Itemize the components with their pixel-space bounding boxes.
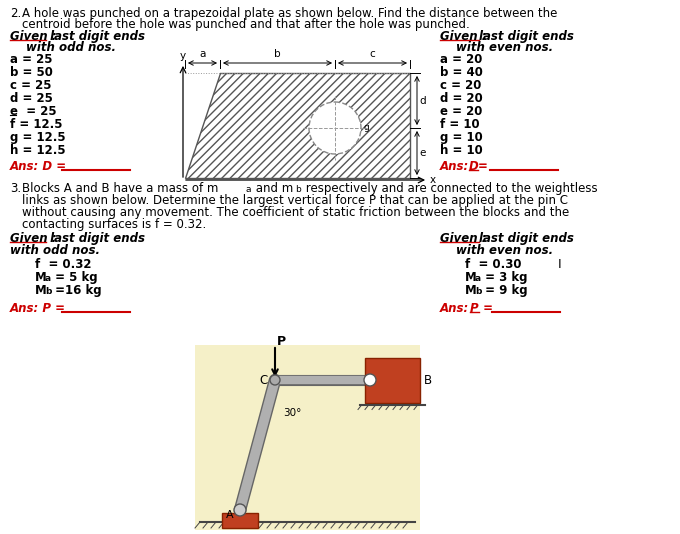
Text: c = 20: c = 20 bbox=[440, 79, 481, 92]
Text: 2.: 2. bbox=[10, 7, 21, 20]
Text: f = 10: f = 10 bbox=[440, 118, 479, 131]
Text: g = 10: g = 10 bbox=[440, 131, 483, 144]
Text: M: M bbox=[465, 271, 477, 284]
Text: b = 50: b = 50 bbox=[10, 66, 53, 79]
Text: D: D bbox=[469, 160, 479, 173]
Bar bbox=[222, 513, 258, 528]
Text: Given :: Given : bbox=[10, 30, 56, 43]
Text: Given :: Given : bbox=[440, 232, 491, 245]
Text: C: C bbox=[259, 373, 267, 387]
Text: centroid before the hole was punched and that after the hole was punched.: centroid before the hole was punched and… bbox=[22, 18, 470, 31]
Text: c = 25: c = 25 bbox=[10, 79, 52, 92]
Text: b: b bbox=[274, 49, 281, 59]
Text: M: M bbox=[465, 284, 477, 297]
Text: y: y bbox=[180, 51, 186, 61]
Text: a: a bbox=[199, 49, 205, 59]
Text: without causing any movement. The coefficient of static friction between the blo: without causing any movement. The coeffi… bbox=[22, 206, 569, 219]
Text: = 9 kg: = 9 kg bbox=[481, 284, 528, 297]
Text: P: P bbox=[277, 335, 286, 348]
Circle shape bbox=[309, 102, 361, 154]
Text: = 3 kg: = 3 kg bbox=[481, 271, 528, 284]
Text: with odd nos.: with odd nos. bbox=[10, 244, 100, 257]
Text: links as shown below. Determine the largest vertical force P that can be applied: links as shown below. Determine the larg… bbox=[22, 194, 568, 207]
Text: = 5 kg: = 5 kg bbox=[51, 271, 98, 284]
Text: e = 20: e = 20 bbox=[440, 105, 482, 118]
Text: I: I bbox=[558, 258, 562, 271]
Text: contacting surfaces is f = 0.32.: contacting surfaces is f = 0.32. bbox=[22, 218, 206, 231]
Circle shape bbox=[234, 504, 246, 516]
Text: =16 kg: =16 kg bbox=[51, 284, 101, 297]
Text: M: M bbox=[35, 271, 47, 284]
Text: last digit ends: last digit ends bbox=[46, 30, 145, 43]
Bar bbox=[195, 345, 420, 530]
Text: respectively and are connected to the weightless: respectively and are connected to the we… bbox=[303, 182, 598, 195]
Text: b = 40: b = 40 bbox=[440, 66, 483, 79]
Text: B: B bbox=[424, 373, 432, 387]
Bar bbox=[365, 357, 420, 403]
Text: A: A bbox=[226, 510, 234, 520]
Text: =: = bbox=[478, 160, 488, 173]
Text: with even nos.: with even nos. bbox=[456, 244, 553, 257]
Polygon shape bbox=[185, 73, 410, 178]
Text: last digit ends: last digit ends bbox=[479, 30, 574, 43]
Text: Ans: P =: Ans: P = bbox=[10, 302, 66, 315]
Text: with even nos.: with even nos. bbox=[456, 41, 553, 54]
Text: d = 20: d = 20 bbox=[440, 92, 483, 105]
Text: a: a bbox=[475, 274, 481, 283]
Text: c: c bbox=[370, 49, 375, 59]
Text: a = 25: a = 25 bbox=[10, 53, 52, 66]
Text: Ans:: Ans: bbox=[440, 160, 469, 173]
Text: g: g bbox=[363, 123, 369, 132]
Text: b: b bbox=[295, 185, 301, 194]
Text: last digit ends: last digit ends bbox=[479, 232, 574, 245]
Text: 30°: 30° bbox=[283, 408, 301, 418]
Circle shape bbox=[364, 374, 376, 386]
Text: Blocks A and B have a mass of m: Blocks A and B have a mass of m bbox=[22, 182, 218, 195]
Text: e: e bbox=[419, 148, 426, 158]
Text: P: P bbox=[470, 302, 479, 315]
Text: 3.: 3. bbox=[10, 182, 21, 195]
Text: with odd nos.: with odd nos. bbox=[26, 41, 116, 54]
Text: Ans:: Ans: bbox=[440, 302, 473, 315]
Text: h = 10: h = 10 bbox=[440, 144, 483, 157]
Circle shape bbox=[270, 375, 280, 385]
Text: A hole was punched on a trapezoidal plate as shown below. Find the distance betw: A hole was punched on a trapezoidal plat… bbox=[22, 7, 558, 20]
Text: d = 25: d = 25 bbox=[10, 92, 53, 105]
Text: e  = 25: e = 25 bbox=[10, 105, 56, 118]
Text: a: a bbox=[245, 185, 251, 194]
Text: Ans: D =: Ans: D = bbox=[10, 160, 67, 173]
Text: d: d bbox=[419, 96, 426, 106]
Text: f  = 0.32: f = 0.32 bbox=[35, 258, 92, 271]
Text: and m: and m bbox=[252, 182, 294, 195]
Text: g = 12.5: g = 12.5 bbox=[10, 131, 66, 144]
Text: =: = bbox=[479, 302, 493, 315]
Text: x: x bbox=[430, 175, 436, 185]
Text: Given :: Given : bbox=[440, 30, 491, 43]
Text: last digit ends: last digit ends bbox=[46, 232, 145, 245]
Text: Given :: Given : bbox=[10, 232, 56, 245]
Text: f = 12.5: f = 12.5 bbox=[10, 118, 63, 131]
Text: b: b bbox=[475, 287, 481, 296]
Text: h = 12.5: h = 12.5 bbox=[10, 144, 66, 157]
Text: b: b bbox=[45, 287, 52, 296]
Text: f  = 0.30: f = 0.30 bbox=[465, 258, 522, 271]
Text: M: M bbox=[35, 284, 47, 297]
Text: a = 20: a = 20 bbox=[440, 53, 482, 66]
Text: a: a bbox=[45, 274, 51, 283]
